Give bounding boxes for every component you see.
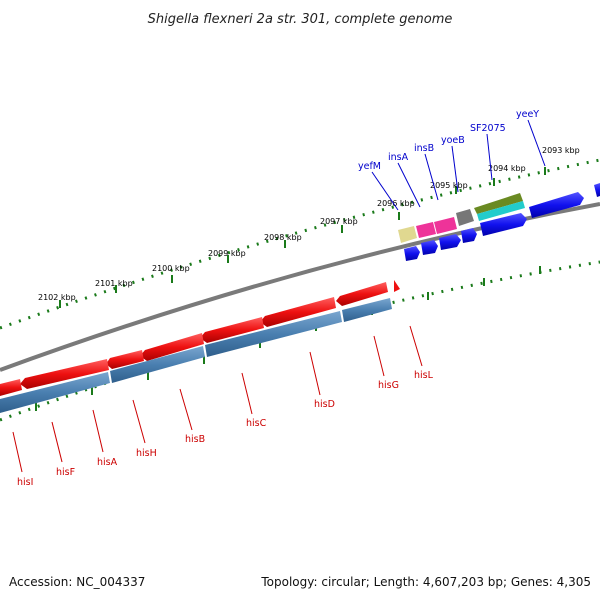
forward-genes-lower-row xyxy=(404,183,600,261)
gene-label-insA: insA xyxy=(388,152,409,163)
ruler-label-2095: 2095 kbp xyxy=(430,181,468,190)
lower-ruler xyxy=(0,260,600,422)
ruler-label-2099: 2099 kbp xyxy=(208,249,246,258)
orf-his-red-5 xyxy=(106,350,144,369)
gene-label-hisA: hisA xyxy=(97,457,118,468)
orf-his-red-3 xyxy=(200,317,264,343)
ruler-label-2093: 2093 kbp xyxy=(542,146,580,155)
orf-insB-1 xyxy=(416,222,436,238)
orf-blue-c xyxy=(439,234,461,250)
gene-label-yoeB: yoeB xyxy=(441,135,465,146)
ruler-label-2102: 2102 kbp xyxy=(38,293,76,302)
ruler-label-2101: 2101 kbp xyxy=(95,279,133,288)
ruler-label-2094: 2094 kbp xyxy=(488,164,526,173)
upper-ruler-major-ticks xyxy=(59,167,546,308)
orf-his-blue-1 xyxy=(342,298,392,322)
map-title: Shigella flexneri 2a str. 301, complete … xyxy=(148,12,453,27)
orf-his-blue-4 xyxy=(0,372,110,413)
accession-text: Accession: NC_004337 xyxy=(9,575,145,589)
orf-his-red-6 xyxy=(20,359,109,389)
gene-label-yeeY: yeeY xyxy=(516,109,539,120)
upper-gene-labels: yeeY SF2075 yoeB insB insA yefM xyxy=(358,109,546,211)
orf-blue-b xyxy=(421,240,438,255)
gene-label-yefM: yefM xyxy=(358,161,381,172)
orf-SF2075-a xyxy=(474,193,523,214)
gene-label-hisH: hisH xyxy=(136,448,157,459)
orf-blue-a xyxy=(404,246,420,261)
his-operon-blue-track xyxy=(0,298,392,413)
orf-blue-d xyxy=(461,228,477,243)
lower-gene-labels: hisL hisG hisD hisC hisB hisH hisA hisF … xyxy=(12,325,434,488)
orf-insB-2 xyxy=(434,217,457,234)
ruler-label-2096: 2096 kbp xyxy=(377,199,415,208)
gene-label-hisI: hisI xyxy=(17,477,33,488)
orf-blue-e xyxy=(480,213,527,236)
upper-ruler xyxy=(0,158,600,330)
gene-label-insB: insB xyxy=(414,143,434,154)
hisL-leader-arrow xyxy=(394,280,400,292)
gene-label-hisL: hisL xyxy=(414,370,434,381)
ruler-label-2097: 2097 kbp xyxy=(320,217,358,226)
his-operon-red-track xyxy=(0,280,400,396)
orf-insA xyxy=(398,226,417,243)
orf-his-red-2 xyxy=(260,297,336,327)
ruler-label-2098: 2098 kbp xyxy=(264,233,302,242)
gene-label-hisB: hisB xyxy=(185,434,205,445)
gene-label-hisD: hisD xyxy=(314,399,335,410)
genome-summary-text: Topology: circular; Length: 4,607,203 bp… xyxy=(260,575,591,589)
orf-his-red-4 xyxy=(140,333,204,361)
orf-his-blue-3 xyxy=(110,346,205,383)
gene-label-hisC: hisC xyxy=(246,418,267,429)
gene-label-SF2075: SF2075 xyxy=(470,123,506,134)
ruler-label-2100: 2100 kbp xyxy=(152,264,190,273)
orf-his-red-7 xyxy=(0,379,22,396)
orf-SF2075-b xyxy=(477,201,525,221)
orf-yoeB xyxy=(456,209,474,226)
gene-label-hisG: hisG xyxy=(378,380,399,391)
orf-blue-g xyxy=(594,183,600,197)
upper-row-genes xyxy=(398,193,525,243)
orf-blue-f xyxy=(529,192,584,218)
gene-label-hisF: hisF xyxy=(56,467,75,478)
orf-his-red-1 xyxy=(336,282,388,306)
ruler-labels: 2093 kbp 2094 kbp 2095 kbp 2096 kbp 2097… xyxy=(38,146,580,302)
orf-his-blue-2 xyxy=(205,311,342,357)
